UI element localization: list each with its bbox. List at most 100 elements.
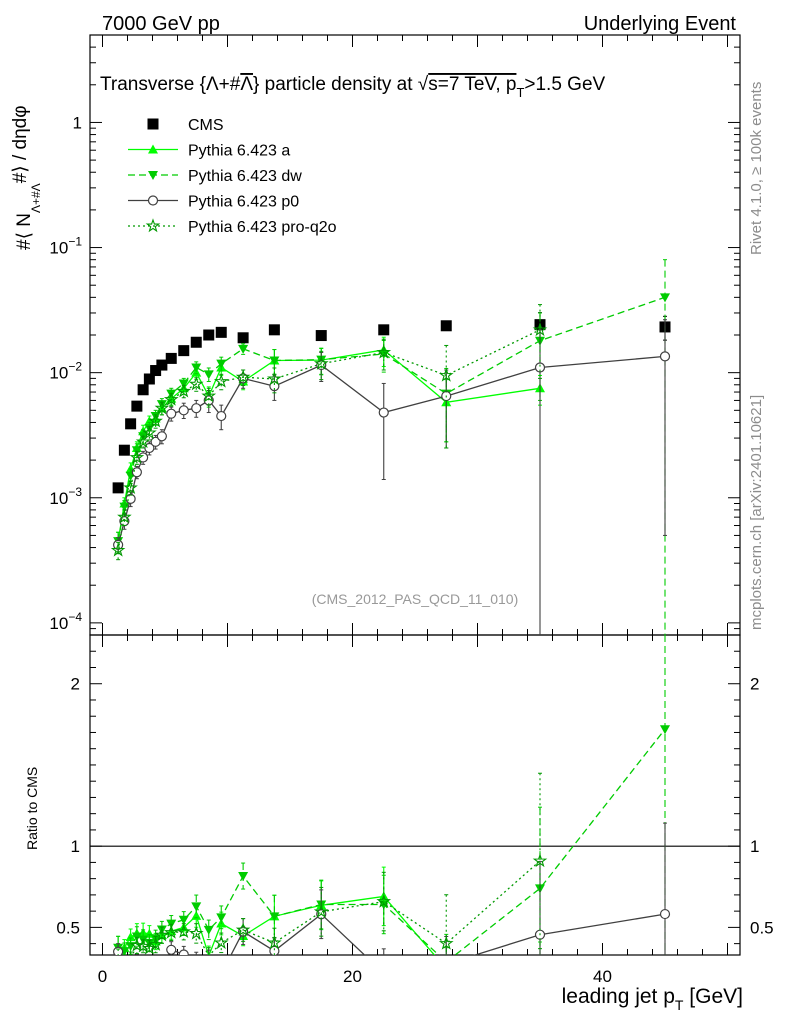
data-point — [148, 413, 163, 428]
data-point — [191, 902, 202, 912]
data-point — [440, 320, 452, 332]
data-point — [237, 332, 249, 344]
legend-item: Pythia 6.423 a — [128, 143, 290, 160]
chart-title: Transverse {Λ+#Λ} particle density at √s… — [100, 74, 606, 100]
data-point — [176, 383, 192, 398]
ratio-y-tick-label: 1 — [71, 837, 80, 856]
data-point — [188, 376, 204, 391]
data-point — [163, 391, 179, 406]
svg-text:Ratio to CMS: Ratio to CMS — [24, 767, 40, 850]
data-point — [190, 336, 202, 348]
main-series-pythia-6-423-dw — [113, 259, 670, 635]
data-point — [269, 356, 280, 366]
legend-label: Pythia 6.423 a — [188, 143, 290, 160]
series-line — [117, 329, 541, 551]
data-point — [118, 444, 130, 456]
data-point — [110, 542, 126, 557]
data-point — [143, 373, 155, 385]
data-point — [154, 927, 170, 942]
svg-text:Rivet 4.1.0, ≥ 100k events: Rivet 4.1.0, ≥ 100k events — [748, 82, 765, 255]
data-point — [203, 925, 214, 935]
data-point — [123, 480, 138, 495]
data-point — [269, 912, 280, 922]
data-point — [125, 493, 136, 504]
data-point — [235, 369, 251, 384]
data-point — [137, 384, 149, 396]
legend-label: Pythia 6.423 p0 — [188, 194, 299, 211]
ratio-plot-frame — [89, 634, 741, 956]
data-point — [660, 725, 670, 735]
legend-marker — [147, 118, 159, 130]
y-tick-label: 10−3 — [49, 485, 82, 508]
x-tick-label: 0 — [98, 967, 107, 986]
data-point — [125, 418, 137, 430]
main-series-pythia-6-423-pro-q2o — [110, 304, 548, 561]
data-point — [216, 410, 227, 422]
series-line — [131, 860, 541, 955]
data-point — [148, 936, 163, 951]
ratio-series-pythia-6-423-p0 — [113, 822, 671, 955]
data-point — [142, 425, 157, 440]
data-point — [178, 405, 189, 416]
data-point — [191, 363, 202, 373]
data-point — [267, 935, 282, 950]
data-point — [125, 932, 136, 942]
main-y-label: #⟨ NΛ+#Λ#⟩ / dηdφ — [10, 105, 43, 250]
data-point — [532, 322, 548, 337]
data-point — [131, 467, 142, 478]
data-point — [178, 345, 190, 357]
main-series-pythia-6-423-a — [113, 336, 545, 553]
main-axis-ticks: 1 10−1 10−2 10−3 10−4 — [49, 34, 740, 636]
data-point — [659, 351, 671, 362]
data-point — [188, 925, 204, 940]
ratio-y-tick-label-right: 1 — [750, 837, 759, 856]
rivet-side-label: Rivet 4.1.0, ≥ 100k events — [748, 82, 765, 255]
data-point — [215, 326, 227, 338]
ratio-series-pythia-6-423-dw — [113, 635, 670, 955]
x-axis-label: leading jet pT [GeV] — [562, 985, 743, 1013]
legend-marker — [148, 171, 158, 180]
data-point — [216, 913, 227, 923]
data-point — [238, 344, 249, 354]
data-point — [201, 388, 217, 403]
svg-text:mcplots.cern.ch [arXiv:2401.10: mcplots.cern.ch [arXiv:2401.10621] — [748, 395, 765, 630]
legend-marker — [145, 218, 161, 233]
data-point — [235, 922, 251, 937]
analysis-watermark: (CMS_2012_PAS_QCD_11_010) — [312, 591, 519, 607]
data-point — [378, 407, 389, 418]
data-point — [267, 371, 282, 386]
data-point — [176, 924, 192, 938]
y-tick-label: 1 — [73, 113, 82, 132]
y-tick-label: 10−4 — [49, 610, 82, 633]
ratio-y-tick-label-right: 2 — [750, 675, 759, 694]
header-right: Underlying Event — [584, 13, 737, 35]
main-plot-series — [110, 259, 671, 635]
legend: CMS Pythia 6.423 a Pythia 6.423 dw Pythia 6… — [128, 117, 337, 236]
data-point — [376, 344, 392, 359]
legend-label: Pythia 6.423 dw — [188, 168, 302, 185]
data-point — [191, 910, 202, 920]
data-point — [131, 400, 143, 412]
data-point — [135, 938, 151, 953]
data-point — [534, 362, 546, 373]
ratio-y-tick-label-right: 0.5 — [750, 918, 774, 937]
legend-label: Pythia 6.423 pro-q2o — [188, 219, 337, 236]
data-point — [438, 367, 454, 382]
data-point — [150, 436, 161, 447]
data-point — [659, 908, 671, 920]
ratio-y-label: Ratio to CMS — [24, 767, 40, 850]
series-line — [117, 355, 666, 546]
data-point — [313, 356, 329, 370]
legend-marker — [148, 144, 158, 154]
mcplots-side-label: mcplots.cern.ch [arXiv:2401.10621] — [748, 395, 765, 630]
data-point — [150, 365, 162, 377]
data-point — [129, 937, 145, 952]
data-point — [268, 324, 280, 336]
data-point — [165, 352, 177, 364]
legend-marker — [147, 195, 159, 206]
legend-item: CMS — [147, 117, 224, 134]
legend-item: Pythia 6.423 pro-q2o — [128, 218, 337, 236]
data-point — [125, 942, 136, 952]
series-line — [117, 349, 541, 542]
